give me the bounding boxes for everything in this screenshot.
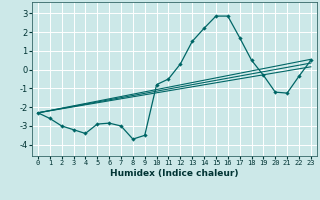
X-axis label: Humidex (Indice chaleur): Humidex (Indice chaleur) bbox=[110, 169, 239, 178]
